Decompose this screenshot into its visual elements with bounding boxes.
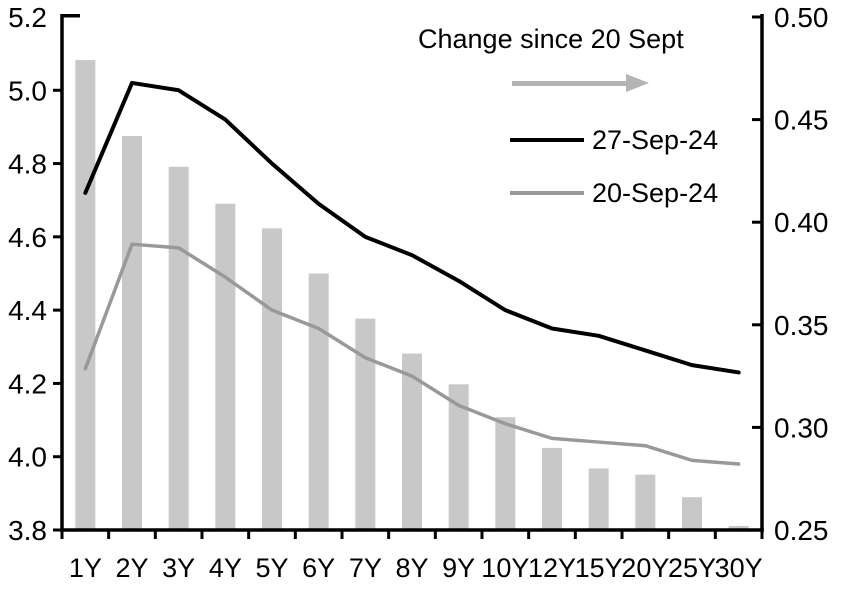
bar-4y [215,203,236,530]
bar-8y [402,353,422,530]
bar-20y [635,474,656,530]
legend-label-27-sep-24: 27-Sep-24 [592,124,719,155]
y-left-tick-label: 5.2 [8,2,47,33]
y-left-tick-label: 4.8 [8,149,47,180]
x-tick-label-15y: 15Y [575,553,623,583]
y-right-tick-label: 0.50 [774,2,829,33]
arrow-head [626,74,649,92]
x-tick-label-25y: 25Y [668,553,716,583]
x-tick-label-1y: 1Y [69,553,102,583]
y-right-tick-label: 0.45 [774,105,829,136]
x-tick-label-10y: 10Y [481,553,529,583]
line-27-sep-24 [83,80,741,375]
y-right-tick-label: 0.30 [774,412,829,443]
x-tick-label-7y: 7Y [349,553,382,583]
y-left-tick-label: 3.8 [8,515,47,546]
x-tick-label-9y: 9Y [442,553,475,583]
legend-title: Change since 20 Sept [418,24,684,54]
y-right-tick-label: 0.40 [774,207,829,238]
x-tick-label-2y: 2Y [115,553,148,583]
bar-12y [542,447,562,530]
legend-item-20-sep-24: 20-Sep-24 [510,177,719,208]
y-left-tick-label: 4.6 [8,222,47,253]
x-tick-label-6y: 6Y [302,553,335,583]
bar-25y [682,497,702,530]
bar-9y [448,384,469,530]
x-tick-label-4y: 4Y [209,553,242,583]
arrow-shaft [512,81,628,86]
y-left-tick-label: 4.0 [8,442,47,473]
bar-2y [122,136,142,531]
y-right-tick-label: 0.25 [774,515,829,546]
bar-5y [262,228,282,530]
change-arrow-icon [512,74,650,92]
y-left-tick-label: 5.0 [8,75,47,106]
line-20-sep-24 [83,242,741,466]
bar-6y [308,273,329,530]
bar-15y [588,468,609,530]
y-left-tick-label: 4.4 [8,295,47,326]
bar-1y [75,60,96,530]
line-swatch-27-sep-24 [510,138,584,142]
x-tick-label-8y: 8Y [395,553,428,583]
bar-10y [495,417,516,530]
bar-3y [168,166,189,530]
x-tick-label-5y: 5Y [255,553,288,583]
line-swatch-20-sep-24 [510,191,584,195]
x-tick-label-12y: 12Y [528,553,576,583]
y-left-tick-label: 4.2 [8,368,47,399]
bar-30y [728,525,749,530]
y-right-tick-label: 0.35 [774,310,829,341]
legend-label-20-sep-24: 20-Sep-24 [592,177,719,208]
bar-7y [355,318,376,530]
x-tick-label-3y: 3Y [162,553,195,583]
x-tick-label-20y: 20Y [621,553,669,583]
x-tick-label-30y: 30Y [715,553,763,583]
legend-item-27-sep-24: 27-Sep-24 [510,124,719,155]
